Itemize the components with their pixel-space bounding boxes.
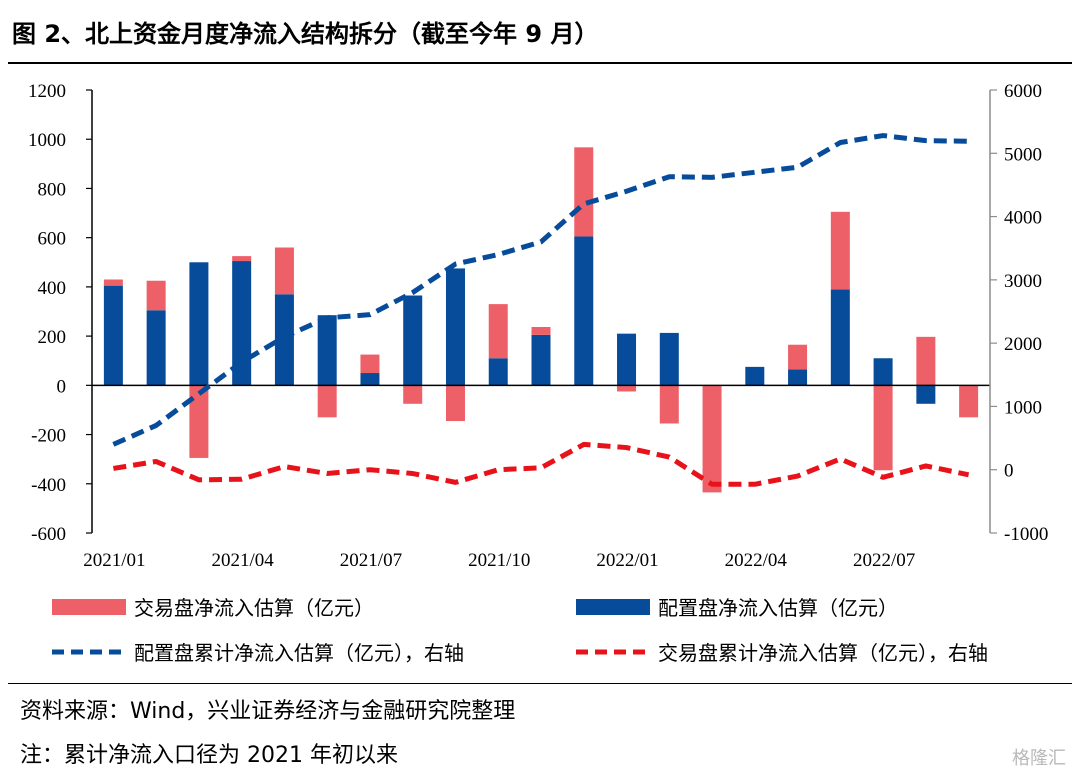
allocation-bar <box>531 334 551 386</box>
legend-swatch-bar <box>52 599 126 615</box>
trading-bar <box>403 385 423 404</box>
trading-bar <box>232 256 252 262</box>
legend-label: 交易盘累计净流入估算（亿元），右轴 <box>658 641 988 665</box>
allocation-bar <box>360 373 380 386</box>
legend-label: 配置盘累计净流入估算（亿元），右轴 <box>134 641 464 665</box>
chart-title: 图 2、北上资金月度净流入结构拆分（截至今年 9 月） <box>12 20 599 48</box>
lines-layer <box>112 133 970 487</box>
allocation-bar <box>403 295 423 386</box>
legend-swatch-bar <box>576 599 650 615</box>
allocation-bar <box>488 358 508 386</box>
trading-bar <box>274 247 294 295</box>
trading-bar <box>617 385 637 392</box>
x-tick-label: 2022/04 <box>725 550 788 571</box>
x-tick-label: 2021/10 <box>468 550 530 571</box>
axes-layer <box>86 89 997 534</box>
trading-bar <box>488 304 508 359</box>
footer-divider <box>8 683 1072 684</box>
allocation-bar <box>617 333 637 386</box>
left-y-tick-label: 0 <box>57 376 67 397</box>
allocation-bar <box>788 369 808 386</box>
left-y-tick-label: 800 <box>38 179 67 200</box>
left-y-tick-label: -400 <box>31 475 66 496</box>
source-note: 资料来源：Wind，兴业证券经济与金融研究院整理 <box>20 699 516 724</box>
left-y-tick-label: -600 <box>31 524 66 545</box>
trading-bar <box>146 280 166 311</box>
legend-label: 交易盘净流入估算（亿元） <box>134 596 374 620</box>
trading-bar <box>103 279 123 286</box>
left-y-tick-label: 1000 <box>28 130 66 151</box>
trading-bar <box>959 385 979 418</box>
allocation-bar <box>574 236 594 386</box>
trading-bar <box>574 147 594 237</box>
allocation-bar <box>317 315 337 386</box>
right-y-tick-label: 5000 <box>1004 144 1042 165</box>
allocation-bar <box>146 310 166 386</box>
right-y-tick-label: 0 <box>1004 461 1014 482</box>
trading-bar <box>702 385 722 493</box>
bars-layer <box>103 147 979 493</box>
allocation-bar <box>103 285 123 386</box>
trading-bar <box>916 336 936 386</box>
trading-bar <box>531 327 551 335</box>
right-y-tick-label: 6000 <box>1004 81 1042 102</box>
right-y-tick-label: 2000 <box>1004 334 1042 355</box>
chart: 120010008006004002000-200-400-6006000500… <box>28 81 1048 665</box>
right-y-tick-label: 3000 <box>1004 271 1042 292</box>
trading-bar <box>873 385 893 471</box>
allocation-bar <box>745 366 765 386</box>
trading-bar <box>445 385 465 422</box>
left-y-tick-label: -200 <box>31 426 66 447</box>
x-tick-label: 2022/01 <box>596 550 658 571</box>
left-y-tick-label: 1200 <box>28 81 66 102</box>
right-y-tick-label: 4000 <box>1004 208 1042 229</box>
legend: 交易盘净流入估算（亿元） 配置盘净流入估算（亿元） 配置盘累计净流入估算（亿元），右… <box>52 596 988 665</box>
x-tick-label: 2021/01 <box>83 550 145 571</box>
trading-bar <box>788 344 808 370</box>
allocation-bar <box>445 268 465 386</box>
trading-bar <box>189 385 209 458</box>
footnote: 注：累计净流入口径为 2021 年初以来 <box>20 743 398 768</box>
trading-bar <box>360 354 380 374</box>
trading-cumulative-line <box>112 441 970 487</box>
x-tick-label: 2021/07 <box>340 550 402 571</box>
watermark-logo: 格隆汇 <box>1012 748 1066 769</box>
trading-bar <box>659 385 679 424</box>
x-tick-label: 2021/04 <box>212 550 275 571</box>
title-divider <box>8 62 1072 64</box>
allocation-cumulative-line <box>112 133 969 447</box>
allocation-bar <box>830 289 850 386</box>
left-y-tick-label: 600 <box>38 229 67 250</box>
right-y-tick-label: 1000 <box>1004 397 1042 418</box>
allocation-bar <box>274 294 294 386</box>
tick-labels-layer: 120010008006004002000-200-400-6006000500… <box>28 81 1048 571</box>
allocation-bar <box>873 358 893 386</box>
allocation-bar <box>232 261 252 386</box>
x-tick-label: 2022/07 <box>853 550 915 571</box>
trading-bar <box>317 385 337 418</box>
allocation-bar <box>916 385 936 404</box>
right-y-tick-label: -1000 <box>1004 524 1048 545</box>
trading-bar <box>830 211 850 290</box>
legend-label: 配置盘净流入估算（亿元） <box>658 596 898 620</box>
allocation-bar <box>659 332 679 386</box>
left-y-tick-label: 200 <box>38 327 67 348</box>
allocation-bar <box>189 262 209 386</box>
left-y-tick-label: 400 <box>38 278 67 299</box>
